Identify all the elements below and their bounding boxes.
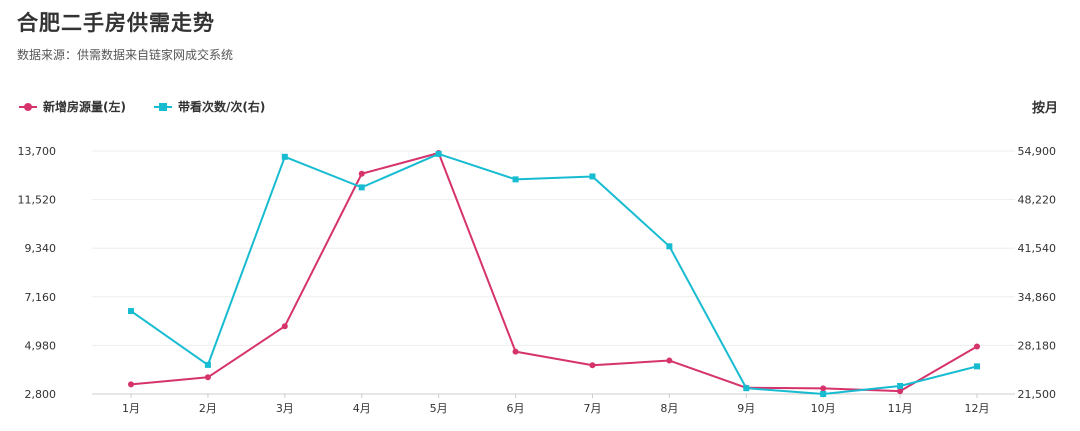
data-point-0: [358, 170, 365, 177]
legend-circle-marker-icon: [19, 102, 37, 112]
x-tick-label: 8月: [660, 402, 678, 415]
y-left-tick-label: 2,800: [25, 388, 57, 401]
page-title: 合肥二手房供需走势: [17, 11, 215, 35]
data-point-1: [666, 243, 673, 250]
x-tick-label: 2月: [199, 402, 217, 415]
data-point-0: [512, 348, 519, 355]
y-right-tick-label: 28,180: [1018, 339, 1057, 352]
data-point-1: [589, 173, 596, 180]
y-left-tick-label: 13,700: [18, 145, 57, 158]
data-point-0: [281, 323, 288, 330]
data-point-0: [974, 343, 980, 350]
y-left-tick-label: 11,520: [18, 194, 57, 207]
data-source-note: 数据来源：供需数据来自链家网成交系统: [17, 48, 234, 62]
series-line-1: [130, 152, 978, 395]
series-line-0: [130, 152, 978, 393]
data-point-1: [743, 385, 750, 392]
data-point-1: [358, 184, 365, 191]
y-left-tick-label: 7,160: [25, 291, 57, 304]
y-right-tick-label: 34,860: [1018, 291, 1057, 304]
x-tick-label: 7月: [583, 402, 601, 415]
period-label[interactable]: 按月: [1031, 101, 1058, 116]
data-point-0: [589, 362, 596, 369]
x-tick-label: 6月: [507, 402, 525, 415]
x-tick-label: 10月: [811, 402, 836, 415]
data-point-1: [435, 150, 442, 157]
x-tick-label: 11月: [888, 402, 913, 415]
x-tick-label: 4月: [353, 402, 371, 415]
legend-square-marker-icon: [153, 102, 172, 112]
data-point-0: [897, 388, 904, 395]
x-tick-label: 3月: [276, 402, 294, 415]
y-left-tick-label: 9,340: [25, 242, 57, 255]
y-right-tick-label: 54,900: [1018, 145, 1057, 158]
data-point-1: [974, 363, 980, 370]
data-point-0: [666, 357, 673, 364]
chart-legend: 新增房源量(左) 带看次数/次(右): [19, 98, 265, 115]
data-point-0: [204, 374, 211, 381]
data-point-1: [204, 361, 211, 368]
legend-item-listings[interactable]: 新增房源量(左): [19, 98, 126, 115]
data-point-0: [820, 385, 827, 392]
x-tick-label: 1月: [122, 402, 140, 415]
legend-label-listings: 新增房源量(左): [43, 100, 126, 114]
x-tick-label: 12月: [965, 402, 990, 415]
y-right-tick-label: 41,540: [1018, 242, 1057, 255]
legend-label-viewings: 带看次数/次(右): [177, 100, 266, 114]
data-point-0: [128, 381, 134, 388]
data-point-1: [897, 382, 904, 389]
data-point-1: [128, 308, 134, 315]
y-right-tick-label: 21,500: [1018, 388, 1057, 401]
data-point-1: [512, 176, 519, 183]
y-left-tick-label: 4,980: [25, 339, 57, 352]
x-tick-label: 9月: [737, 402, 755, 415]
y-right-tick-label: 48,220: [1018, 194, 1057, 207]
legend-item-viewings[interactable]: 带看次数/次(右): [153, 98, 266, 115]
x-tick-label: 5月: [430, 402, 448, 415]
data-point-1: [281, 153, 288, 160]
data-point-1: [820, 391, 827, 397]
